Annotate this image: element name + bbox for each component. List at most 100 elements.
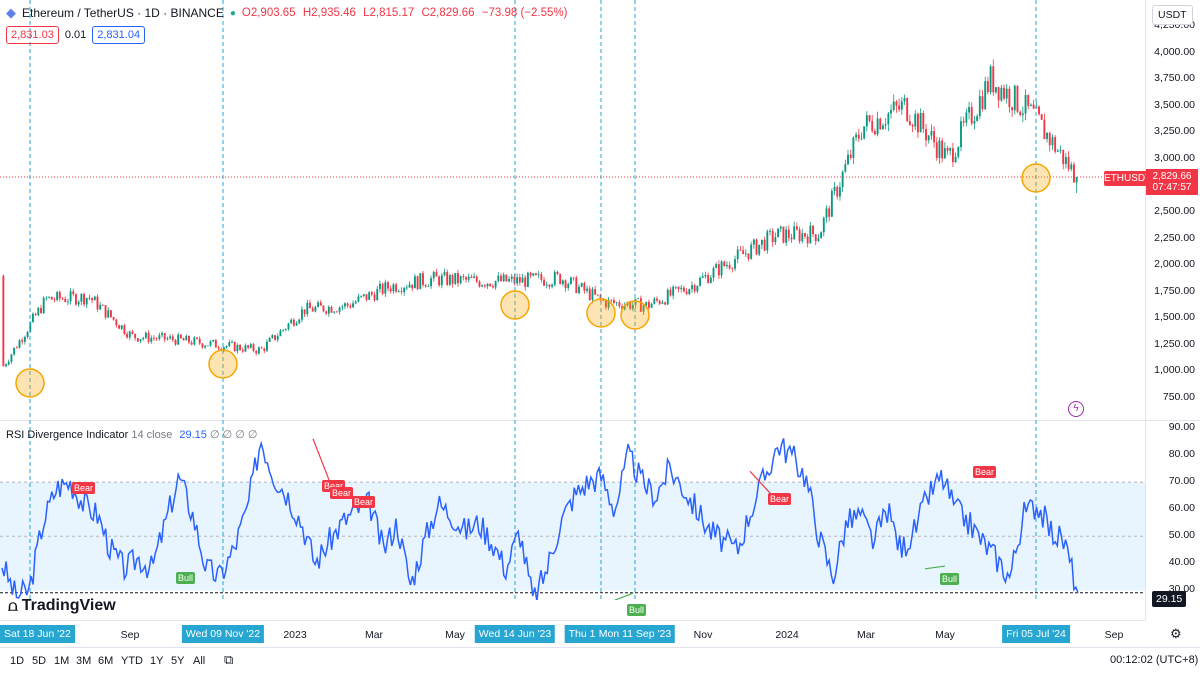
symbol-legend: ◆ Ethereum / TetherUS · 1D · BINANCE ● O… (6, 5, 571, 21)
range-button-1m[interactable]: 1M (54, 655, 70, 667)
candle-body (244, 345, 247, 352)
candle-body (314, 306, 317, 312)
candle-body (758, 244, 761, 255)
lightning-icon[interactable]: ϟ (1068, 401, 1084, 417)
candle-body (895, 101, 898, 106)
last-price-badge: 2,829.66 07:47:57 (1146, 169, 1198, 195)
candle-body (976, 116, 979, 122)
candle-body (392, 284, 395, 292)
candle-body (537, 274, 540, 276)
candle-body (169, 336, 172, 339)
market-status-icon: ● (229, 7, 236, 19)
low-marker-circle (208, 349, 238, 379)
candle-body (1067, 157, 1070, 170)
range-button-ytd[interactable]: YTD (121, 655, 143, 667)
bar-countdown: 07:47:57 (1152, 182, 1192, 193)
candle-body (715, 264, 718, 269)
sell-button[interactable]: 2,831.03 (6, 26, 59, 44)
candle-body (637, 298, 640, 300)
candle-body (155, 338, 158, 340)
candle-body (395, 284, 398, 292)
candle-body (785, 229, 788, 243)
candle-body (742, 250, 745, 255)
candle-body (954, 156, 957, 163)
candle-body (23, 336, 26, 342)
candle-body (228, 342, 231, 347)
candle-body (128, 331, 131, 338)
candle-body (865, 115, 868, 127)
currency-selector[interactable]: USDT (1152, 5, 1193, 25)
range-button-6m[interactable]: 6M (98, 655, 114, 667)
candle-body (747, 253, 750, 259)
candle-body (451, 275, 454, 284)
range-button-all[interactable]: All (193, 655, 206, 667)
candle-body (139, 339, 142, 342)
range-button-1y[interactable]: 1Y (150, 655, 164, 667)
candle-body (978, 96, 981, 117)
symbol-title[interactable]: Ethereum / TetherUS · 1D · BINANCE (22, 6, 224, 20)
candle-body (833, 186, 836, 191)
settings-gear-icon[interactable]: ⚙ (1170, 626, 1182, 641)
candle-body (34, 313, 37, 316)
candle-body (497, 275, 500, 281)
time-axis[interactable]: Sep 2023 Mar May Nov 2024 Mar May Sep Sat 18 Jun … (0, 620, 1145, 647)
candle-body (917, 113, 919, 133)
candle-body (868, 115, 871, 121)
candle-body (760, 239, 763, 245)
buy-button[interactable]: 2,831.04 (92, 26, 146, 44)
candle-body (494, 280, 497, 288)
candle-body (518, 277, 521, 283)
candle-body (639, 298, 642, 312)
candle-body (650, 303, 653, 308)
candle-body (723, 261, 726, 267)
rsi-axis[interactable]: 90.00 80.00 70.00 60.00 50.00 40.00 30.00 (1145, 420, 1200, 620)
pane-divider[interactable] (0, 420, 1200, 421)
clock[interactable]: 00:12:02 (UTC+8) (1110, 654, 1199, 666)
rsi-tick: 90.00 (1168, 421, 1195, 433)
candle-body (564, 280, 567, 289)
candle-body (688, 289, 691, 295)
candle-body (970, 107, 973, 124)
range-button-1d[interactable]: 1D (10, 655, 25, 667)
rsi-chart[interactable] (0, 420, 1145, 600)
range-button-5y[interactable]: 5Y (171, 655, 185, 667)
price-tick: 1,750.00 (1154, 284, 1195, 297)
candle-body (548, 284, 551, 287)
candle-body (438, 276, 441, 286)
bull-divergence-line (613, 592, 634, 600)
candle-body (171, 336, 174, 340)
candle-body (104, 305, 107, 318)
candle-body (1008, 88, 1011, 108)
date-range-icon[interactable]: ⧉ (224, 652, 234, 667)
time-tick: Sep (1104, 629, 1124, 641)
candle-body (408, 284, 411, 288)
indicator-legend[interactable]: RSI Divergence Indicator 14 close 29.15 … (6, 428, 257, 441)
candle-body (645, 301, 648, 306)
candle-body (13, 347, 16, 355)
candle-body (669, 289, 672, 296)
price-axis[interactable]: 4,250.00 4,000.00 3,750.00 3,500.00 3,250.00… (1145, 0, 1200, 420)
candle-body (263, 348, 266, 351)
candle-body (112, 317, 115, 320)
candle-body (1056, 150, 1059, 152)
candle-body (879, 118, 882, 130)
candle-body (249, 344, 252, 348)
candle-body (951, 148, 954, 163)
price-tick: 750.00 (1162, 391, 1195, 403)
price-chart[interactable] (0, 0, 1145, 420)
candle-body (804, 233, 806, 237)
range-button-5d[interactable]: 5D (32, 655, 47, 667)
candle-body (440, 275, 443, 286)
candle-body (731, 268, 734, 270)
tradingview-logo[interactable]: ⩍ TradingView (8, 597, 116, 615)
bull-signal-tag: Bull (627, 604, 647, 616)
candle-body (465, 277, 467, 280)
range-button-3m[interactable]: 3M (76, 655, 92, 667)
candle-body (594, 289, 597, 295)
low-marker-circle (620, 300, 650, 330)
candle-body (2, 275, 5, 367)
bear-signal-tag: Bear (973, 466, 997, 478)
candle-body (362, 294, 365, 296)
candle-body (578, 286, 580, 293)
price-tick: 3,250.00 (1154, 125, 1195, 138)
